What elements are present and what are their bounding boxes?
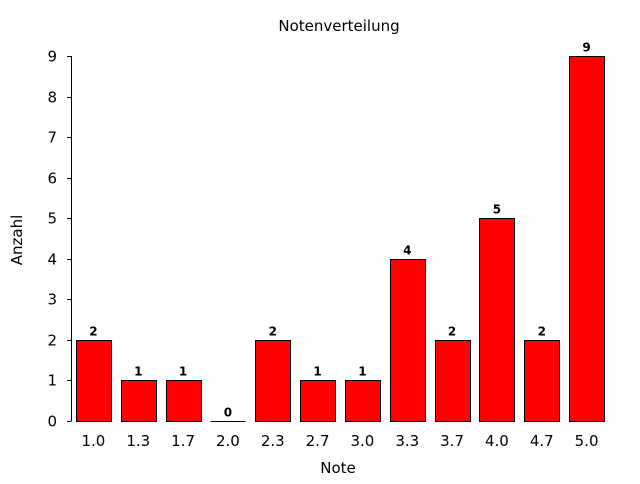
y-tick-label: 7 [47, 129, 57, 147]
data-label: 2 [538, 325, 546, 339]
x-tick-label: 1.7 [171, 432, 195, 450]
x-tick-label: 4.7 [530, 432, 554, 450]
data-label: 1 [358, 365, 366, 379]
x-tick-label: 2.7 [306, 432, 330, 450]
bar-1.7 [166, 380, 202, 422]
bar-1.3 [121, 380, 157, 422]
data-label: 2 [89, 325, 97, 339]
x-tick-label: 3.7 [440, 432, 464, 450]
bar-3.7 [435, 340, 471, 422]
y-axis-title: Anzahl [8, 215, 26, 266]
bar-5.0 [569, 56, 605, 422]
x-tick-label: 1.3 [126, 432, 150, 450]
bar-2.7 [300, 380, 336, 422]
x-tick-label: 2.0 [216, 432, 240, 450]
data-label: 0 [224, 406, 232, 420]
data-label: 2 [448, 325, 456, 339]
data-label: 1 [313, 365, 321, 379]
y-tick-label: 3 [47, 291, 57, 309]
x-tick-label: 3.0 [350, 432, 374, 450]
y-tick-label: 0 [47, 413, 57, 431]
x-tick-label: 4.0 [485, 432, 509, 450]
y-tick-label: 8 [47, 89, 57, 107]
data-label: 5 [493, 203, 501, 217]
x-tick-label: 5.0 [575, 432, 599, 450]
data-label: 1 [179, 365, 187, 379]
y-tick-label: 6 [47, 170, 57, 188]
bar-4.0 [479, 218, 515, 422]
bar-1.0 [76, 340, 112, 422]
bar-2.3 [255, 340, 291, 422]
x-tick-label: 1.0 [81, 432, 105, 450]
y-tick-label: 1 [47, 372, 57, 390]
y-tick-label: 5 [47, 210, 57, 228]
bar-3.0 [345, 380, 381, 422]
y-tick-label: 9 [47, 48, 57, 66]
x-tick-label: 2.3 [261, 432, 285, 450]
chart-title: Notenverteilung [278, 17, 399, 35]
x-tick-label: 3.3 [395, 432, 419, 450]
bar-4.7 [524, 340, 560, 422]
plot-area: 0 1 2 3 4 5 6 7 8 9 2 1.0 1 1.3 1 1.7 0 2.0 2 2.3 1 2.7 1 3.0 4 3… [47, 41, 605, 450]
y-tick-label: 4 [47, 251, 57, 269]
x-axis-title: Note [320, 459, 356, 477]
data-label: 4 [403, 244, 411, 258]
data-label: 2 [269, 325, 277, 339]
data-label: 1 [134, 365, 142, 379]
data-label: 9 [582, 41, 590, 55]
y-tick-label: 2 [47, 332, 57, 350]
bar-3.3 [390, 259, 426, 422]
